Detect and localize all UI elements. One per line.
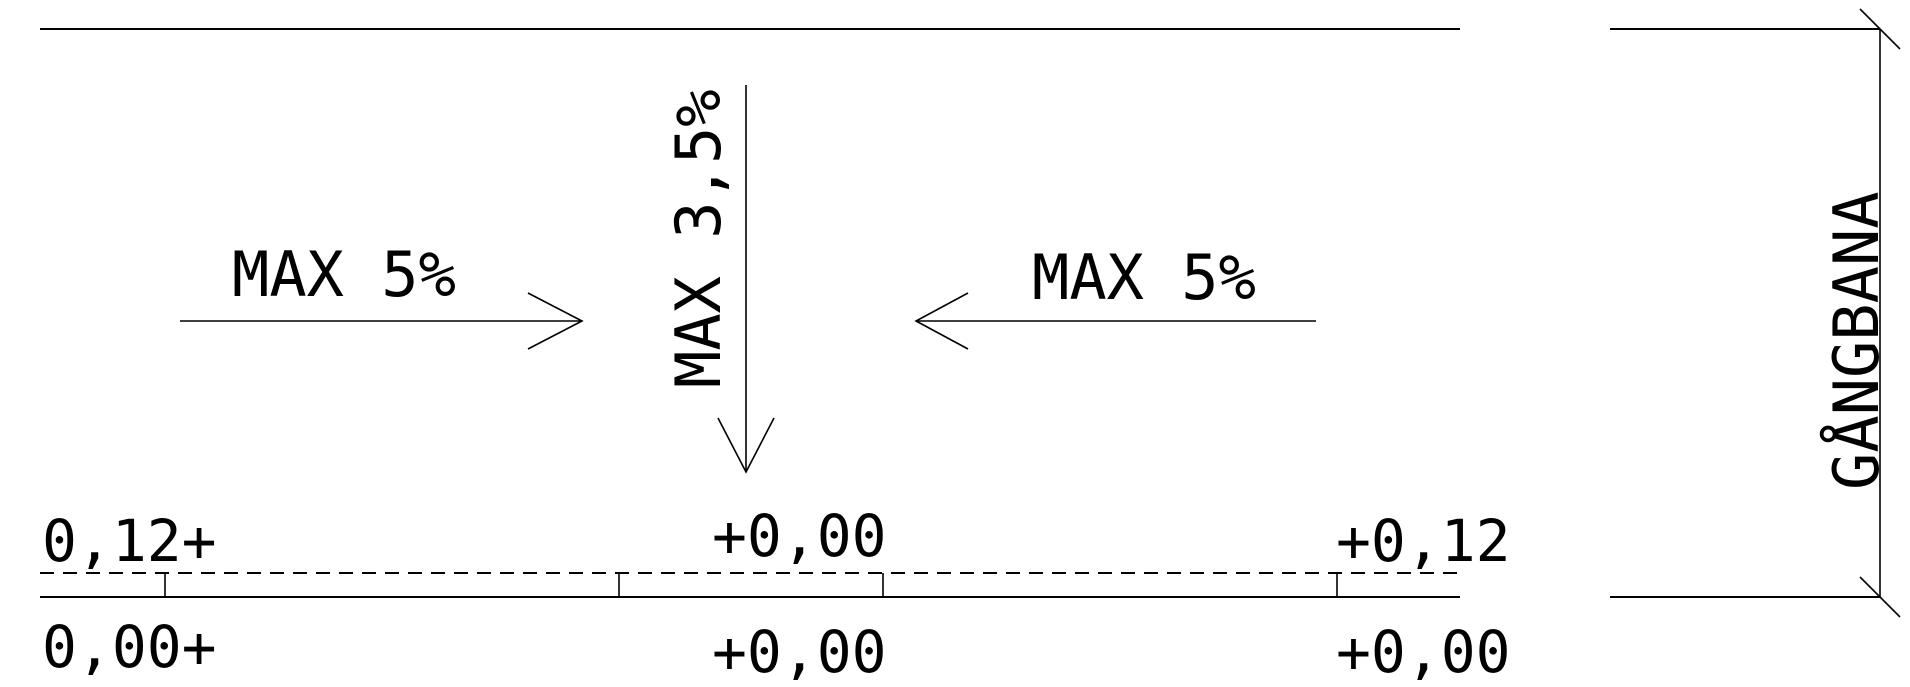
elevation-bottom-center: +0,00 bbox=[712, 618, 887, 686]
left-slope-label: MAX 5% bbox=[232, 238, 456, 311]
elevation-top-left: 0,12+ bbox=[42, 507, 217, 575]
vertical-slope-label: MAX 3,5% bbox=[662, 89, 735, 388]
tick-marks bbox=[164, 573, 1338, 597]
elevation-top-right: +0,12 bbox=[1336, 507, 1511, 575]
elevation-bottom-left: 0,00+ bbox=[42, 613, 217, 681]
sidewalk-label: GÅNGBANA bbox=[1820, 191, 1893, 490]
vertical-slope-arrow bbox=[717, 85, 775, 474]
dimension-tick-marks bbox=[1859, 8, 1901, 618]
right-slope-arrow bbox=[914, 292, 1316, 350]
left-slope-arrow bbox=[180, 292, 584, 350]
right-slope-label: MAX 5% bbox=[1032, 241, 1256, 314]
elevation-bottom-right: +0,00 bbox=[1336, 618, 1511, 686]
elevation-top-center: +0,00 bbox=[712, 502, 887, 570]
